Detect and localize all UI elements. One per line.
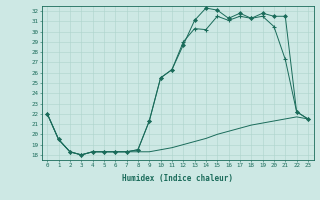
X-axis label: Humidex (Indice chaleur): Humidex (Indice chaleur) xyxy=(122,174,233,183)
